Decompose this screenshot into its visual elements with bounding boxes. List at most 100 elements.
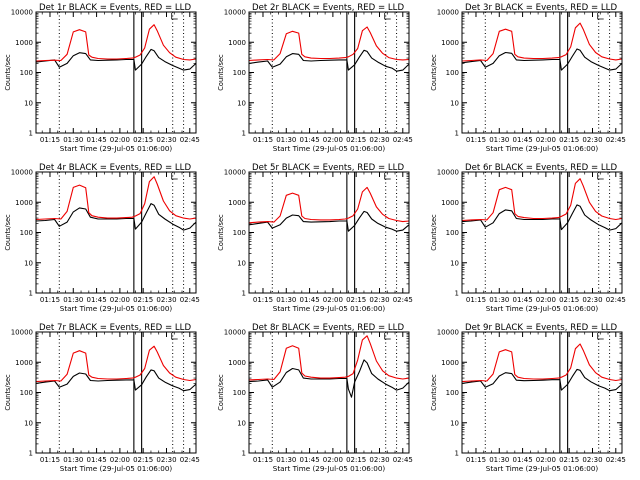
plot-frame [248,11,410,134]
events-series-line [248,359,410,398]
x-tick-label: 02:30 [156,456,176,464]
events-series-line [35,203,197,231]
interval-bracket [171,173,178,180]
x-axis-label: Start Time (29-Jul-05 01:06:00) [486,464,599,473]
y-tick-label: 1 [455,450,459,458]
x-tick-label: 01:30 [276,296,296,304]
x-tick-label: 02:45 [393,296,413,304]
events-series-line [35,48,197,71]
x-tick-label: 02:00 [323,136,343,144]
x-tick-label: 01:30 [276,456,296,464]
y-tick-label: 10000 [224,169,246,177]
plot-frame [35,11,197,134]
y-tick-label: 1 [242,450,246,458]
x-tick-label: 02:15 [133,456,153,464]
lld-series-line [461,22,623,62]
lld-series-line [248,335,410,381]
detector-panel: Det 4r BLACK = Events, RED = LLD Counts/s… [4,163,200,313]
lld-series-line [35,345,197,383]
x-tick-label: 02:30 [582,136,602,144]
y-tick-label: 100 [233,229,246,237]
x-tick-label: 02:00 [536,136,556,144]
interval-bracket [384,333,391,340]
x-tick-label: 02:00 [110,456,130,464]
x-axis-label: Start Time (29-Jul-05 01:06:00) [486,144,599,153]
lld-series-line [248,186,410,224]
y-tick-label: 10000 [11,169,33,177]
y-tick-label: 100 [20,69,33,77]
interval-bracket [597,333,604,340]
y-tick-label: 10 [237,99,246,107]
plot-frame [461,171,623,294]
y-tick-label: 10000 [224,9,246,17]
y-axis-label: Counts/sec [430,214,438,251]
events-series-line [248,49,410,72]
interval-bracket [597,13,604,20]
y-tick-label: 10 [450,259,459,267]
detector-panel: Det 9r BLACK = Events, RED = LLD Counts/s… [430,323,626,473]
y-axis-label: Counts/sec [4,374,12,411]
events-series-line [35,369,197,392]
panel-title: Det 2r BLACK = Events, RED = LLD [252,3,404,13]
x-tick-label: 01:45 [86,456,106,464]
x-tick-label: 01:45 [86,136,106,144]
y-tick-label: 1000 [228,199,246,207]
x-tick-label: 02:00 [536,296,556,304]
interval-bracket [597,173,604,180]
panel-title: Det 3r BLACK = Events, RED = LLD [465,3,617,13]
x-axis-label: Start Time (29-Jul-05 01:06:00) [273,144,386,153]
x-tick-label: 02:30 [369,296,389,304]
x-tick-label: 02:45 [180,296,200,304]
x-tick-label: 01:15 [466,296,486,304]
panel-title: Det 7r BLACK = Events, RED = LLD [39,323,191,333]
y-tick-label: 10000 [224,329,246,337]
y-tick-label: 10000 [437,9,459,17]
x-tick-label: 02:00 [110,136,130,144]
x-axis-label: Start Time (29-Jul-05 01:06:00) [486,304,599,313]
panel-title: Det 9r BLACK = Events, RED = LLD [465,323,617,333]
x-tick-label: 02:45 [606,136,626,144]
y-axis-label: Counts/sec [217,374,225,411]
x-tick-label: 02:00 [323,456,343,464]
plot-frame [461,331,623,454]
y-tick-label: 10 [237,259,246,267]
y-tick-label: 1000 [441,359,459,367]
x-axis-label: Start Time (29-Jul-05 01:06:00) [273,304,386,313]
y-tick-label: 1 [29,290,33,298]
y-axis-label: Counts/sec [4,214,12,251]
plot-frame [35,331,197,454]
x-tick-label: 02:15 [559,136,579,144]
plot-frame [35,171,197,294]
y-tick-label: 100 [446,69,459,77]
x-tick-label: 02:15 [559,456,579,464]
x-tick-label: 02:30 [582,296,602,304]
y-tick-label: 10000 [11,329,33,337]
x-tick-label: 01:45 [299,136,319,144]
x-axis-label: Start Time (29-Jul-05 01:06:00) [60,464,173,473]
y-axis-label: Counts/sec [430,54,438,91]
y-tick-label: 1000 [441,199,459,207]
x-tick-label: 02:30 [156,136,176,144]
y-axis-label: Counts/sec [217,54,225,91]
x-tick-label: 01:15 [40,136,60,144]
x-axis-label: Start Time (29-Jul-05 01:06:00) [273,464,386,473]
events-series-line [248,210,410,232]
x-tick-label: 02:15 [133,136,153,144]
x-tick-label: 02:15 [133,296,153,304]
y-tick-label: 1000 [228,39,246,47]
x-tick-label: 01:30 [489,296,509,304]
lld-series-line [248,26,410,62]
x-tick-label: 02:15 [559,296,579,304]
x-tick-label: 02:45 [180,136,200,144]
detector-panel: Det 6r BLACK = Events, RED = LLD Counts/s… [430,163,626,313]
lld-series-line [461,343,623,383]
y-tick-label: 10 [450,99,459,107]
x-axis-label: Start Time (29-Jul-05 01:06:00) [60,304,173,313]
x-tick-label: 01:30 [63,296,83,304]
x-tick-label: 01:15 [40,296,60,304]
y-tick-label: 1 [455,290,459,298]
x-tick-label: 02:30 [156,296,176,304]
x-tick-label: 01:45 [86,296,106,304]
x-tick-label: 01:45 [299,296,319,304]
x-tick-label: 02:45 [393,456,413,464]
